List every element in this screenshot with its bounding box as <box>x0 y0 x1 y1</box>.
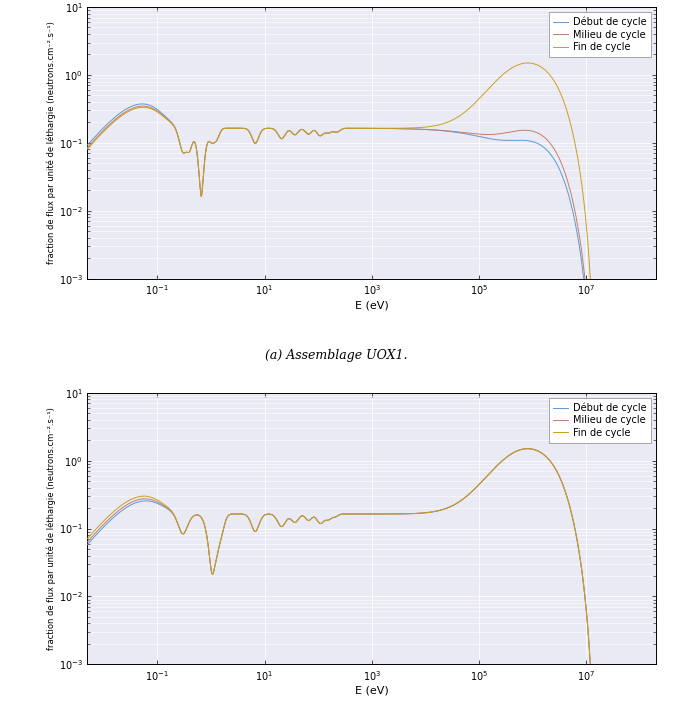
Line: Début de cycle: Début de cycle <box>87 449 656 703</box>
Fin de cycle <box>289 517 297 526</box>
Milieu de cycle <box>139 102 147 110</box>
Milieu de cycle <box>505 128 513 136</box>
Début de cycle <box>83 141 92 149</box>
Début de cycle <box>505 136 513 145</box>
Début de cycle <box>112 511 120 520</box>
Line: Milieu de cycle: Milieu de cycle <box>87 449 656 703</box>
Fin de cycle <box>536 448 544 456</box>
Début de cycle <box>445 503 453 512</box>
Milieu de cycle <box>83 538 92 546</box>
Text: (a) Assemblage UOX1.: (a) Assemblage UOX1. <box>265 349 408 362</box>
Fin de cycle <box>420 509 428 517</box>
Milieu de cycle <box>83 143 92 152</box>
Début de cycle <box>536 140 544 148</box>
Milieu de cycle <box>420 125 428 134</box>
Début de cycle <box>138 100 146 108</box>
Fin de cycle <box>420 123 428 131</box>
Début de cycle <box>536 448 544 456</box>
Fin de cycle <box>112 505 120 514</box>
Début de cycle <box>289 517 297 526</box>
Début de cycle <box>420 509 428 517</box>
Fin de cycle <box>83 534 92 543</box>
Fin de cycle <box>536 62 544 70</box>
Fin de cycle <box>445 117 453 126</box>
Milieu de cycle <box>112 508 120 517</box>
Legend: Début de cycle, Milieu de cycle, Fin de cycle: Début de cycle, Milieu de cycle, Fin de … <box>548 398 651 443</box>
Milieu de cycle <box>112 115 120 123</box>
Fin de cycle <box>83 145 92 153</box>
Fin de cycle <box>445 503 453 512</box>
Fin de cycle <box>289 130 297 138</box>
Y-axis label: fraction de flux par unité de léthargie (neutrons.cm⁻².s⁻¹): fraction de flux par unité de léthargie … <box>46 407 56 650</box>
Milieu de cycle <box>505 451 513 460</box>
Y-axis label: fraction de flux par unité de léthargie (neutrons.cm⁻².s⁻¹): fraction de flux par unité de léthargie … <box>46 21 56 264</box>
Début de cycle <box>524 444 532 453</box>
Milieu de cycle <box>289 130 297 138</box>
Fin de cycle <box>505 451 513 460</box>
Début de cycle <box>420 125 428 134</box>
Milieu de cycle <box>420 509 428 517</box>
Début de cycle <box>112 112 120 120</box>
Milieu de cycle <box>289 517 297 526</box>
Début de cycle <box>83 541 92 549</box>
Line: Fin de cycle: Fin de cycle <box>87 449 656 703</box>
Début de cycle <box>445 127 453 136</box>
Fin de cycle <box>112 116 120 124</box>
Line: Milieu de cycle: Milieu de cycle <box>87 106 656 703</box>
Début de cycle <box>289 130 297 138</box>
Début de cycle <box>505 451 513 460</box>
X-axis label: E (eV): E (eV) <box>355 685 389 696</box>
Fin de cycle <box>524 444 532 453</box>
Fin de cycle <box>524 59 532 67</box>
X-axis label: E (eV): E (eV) <box>355 300 389 310</box>
Fin de cycle <box>505 65 513 74</box>
Milieu de cycle <box>445 127 453 135</box>
Line: Fin de cycle: Fin de cycle <box>87 63 656 703</box>
Milieu de cycle <box>524 444 532 453</box>
Line: Début de cycle: Début de cycle <box>87 104 656 703</box>
Milieu de cycle <box>536 130 544 138</box>
Milieu de cycle <box>536 448 544 456</box>
Milieu de cycle <box>445 503 453 512</box>
Legend: Début de cycle, Milieu de cycle, Fin de cycle: Début de cycle, Milieu de cycle, Fin de … <box>548 12 651 57</box>
